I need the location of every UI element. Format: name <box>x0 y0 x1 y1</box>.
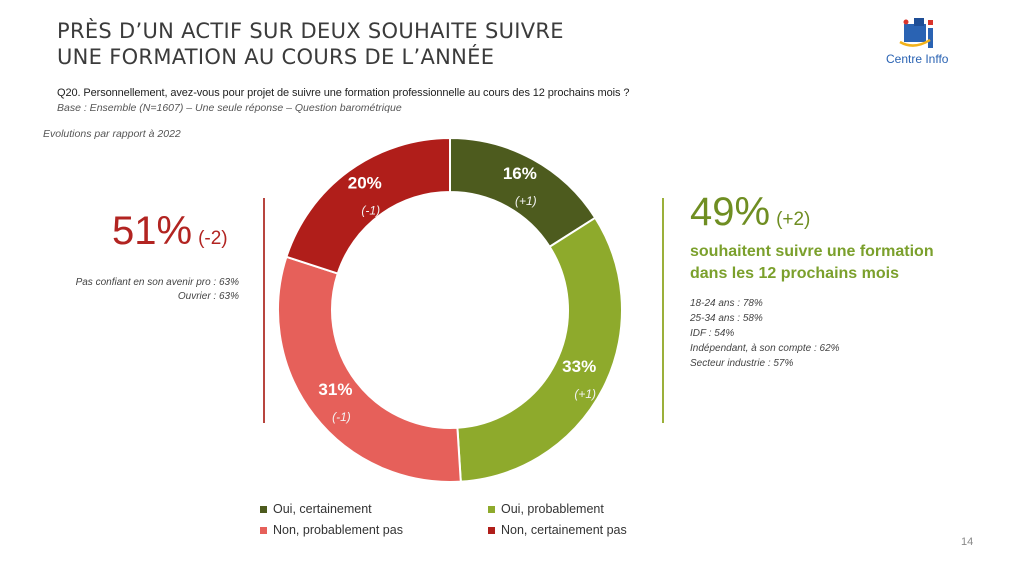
legend-label: Oui, certainement <box>273 502 372 516</box>
right-divider <box>662 198 664 423</box>
right-note: Indépendant, à son compte : 62% <box>690 343 840 354</box>
right-note: IDF : 54% <box>690 328 735 339</box>
legend-item-non-certainement-pas: Non, certainement pas <box>488 523 627 537</box>
right-summary-change: (+2) <box>776 209 811 230</box>
right-notes: 18-24 ans : 78% 25-34 ans : 58% IDF : 54… <box>690 296 840 371</box>
slice-value-label: 31% <box>318 380 352 399</box>
legend-label: Oui, probablement <box>501 502 604 516</box>
title-line-1: PRÈS D’UN ACTIF SUR DEUX SOUHAITE SUIVRE <box>57 19 564 43</box>
slice-change-label: (+1) <box>515 194 537 208</box>
legend-swatch <box>488 526 495 534</box>
legend-label: Non, probablement pas <box>273 523 403 537</box>
slice-change-label: (-1) <box>332 410 351 424</box>
slice-value-label: 20% <box>348 174 382 193</box>
title-line-2: UNE FORMATION AU COURS DE L’ANNÉE <box>57 45 495 69</box>
page-number: 14 <box>961 536 974 548</box>
slice-change-label: (-1) <box>361 204 380 218</box>
slide-title: PRÈS D’UN ACTIF SUR DEUX SOUHAITE SUIVRE… <box>57 18 657 70</box>
left-notes: Pas confiant en son avenir pro : 63% Ouv… <box>76 276 239 304</box>
logo-text: Centre Inffo <box>886 52 949 66</box>
left-summary: 51% (-2) <box>112 209 228 254</box>
centre-inffo-logo: Centre Inffo <box>880 14 970 74</box>
slice-change-label: (+1) <box>574 387 596 401</box>
right-summary: 49% (+2) <box>690 190 810 235</box>
donut-slice-2 <box>277 255 462 483</box>
left-note: Pas confiant en son avenir pro : 63% <box>75 277 239 288</box>
donut-slice-0 <box>449 136 597 249</box>
right-subtitle-line-2: dans les 12 prochains mois <box>690 265 899 282</box>
right-subtitle: souhaitent suivre une formation dans les… <box>690 241 934 285</box>
right-note: 25-34 ans : 58% <box>690 313 763 324</box>
evolutions-note: Evolutions par rapport à 2022 <box>43 128 181 140</box>
slice-value-label: 16% <box>503 164 537 183</box>
legend-swatch <box>260 526 267 534</box>
left-note: Ouvrier : 63% <box>177 291 239 302</box>
legend-swatch <box>260 505 267 513</box>
legend-swatch <box>488 505 495 513</box>
donut-slice-1 <box>456 216 623 483</box>
left-summary-pct: 51% <box>112 209 193 253</box>
legend-label: Non, certainement pas <box>501 523 627 537</box>
legend-item-oui-certainement: Oui, certainement <box>260 502 372 516</box>
left-divider <box>263 198 265 423</box>
left-summary-change: (-2) <box>198 228 228 249</box>
donut-slice-3 <box>285 136 451 275</box>
logo-mark-icon <box>899 18 933 48</box>
right-subtitle-line-1: souhaitent suivre une formation <box>690 243 934 260</box>
right-note: 18-24 ans : 78% <box>690 298 763 309</box>
base-text: Base : Ensemble (N=1607) – Une seule rép… <box>57 102 402 114</box>
slice-value-label: 33% <box>562 357 596 376</box>
legend-item-non-probablement-pas: Non, probablement pas <box>260 523 403 537</box>
right-note: Secteur industrie : 57% <box>690 358 794 369</box>
right-summary-pct: 49% <box>690 190 771 234</box>
question-text: Q20. Personnellement, avez-vous pour pro… <box>57 87 630 99</box>
legend-item-oui-probablement: Oui, probablement <box>488 502 604 516</box>
